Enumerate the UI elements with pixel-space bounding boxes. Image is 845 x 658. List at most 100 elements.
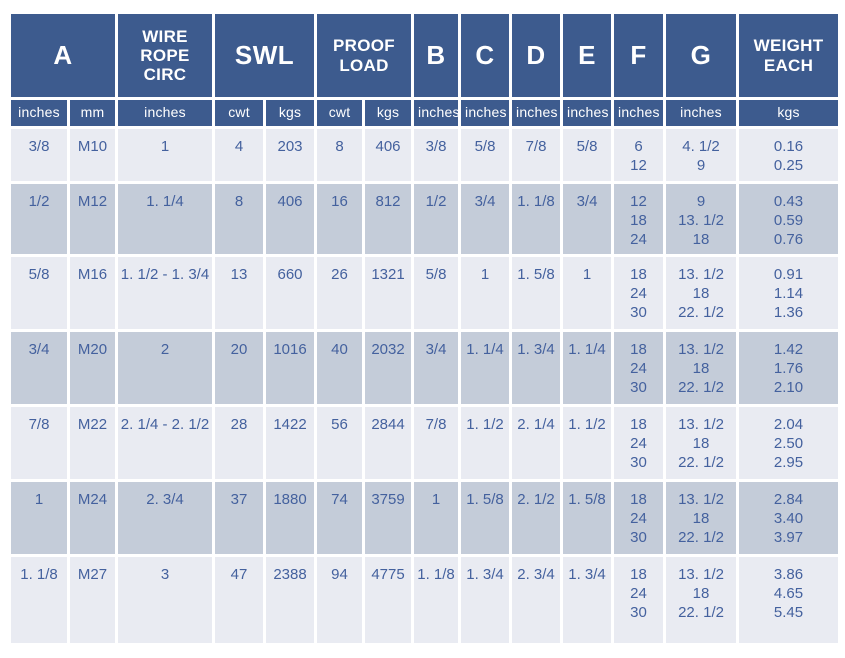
table-cell: 13. 1/2 18 22. 1/2 [666,257,737,329]
header-col-e: E [563,14,612,97]
table-cell: 13. 1/2 18 22. 1/2 [666,407,737,479]
table-cell: 3759 [365,482,412,554]
table-cell: 1/2 [11,184,67,254]
table-cell: 1016 [266,332,315,404]
table-cell: 7/8 [11,407,67,479]
table-cell: 13. 1/2 18 22. 1/2 [666,557,737,643]
table-cell: 5/8 [414,257,459,329]
header-col-f: F [614,14,664,97]
table-cell: 13 [215,257,263,329]
table-cell: 406 [365,129,412,181]
table-cell: 1. 5/8 [512,257,561,329]
table-cell: 1. 1/2 [563,407,612,479]
table-cell: 4775 [365,557,412,643]
unit-cell: inches [118,100,212,126]
table-cell: 1. 5/8 [461,482,510,554]
table-cell: 3 [118,557,212,643]
table-cell: 1. 3/4 [461,557,510,643]
table-header: A WIRE ROPE CIRC SWL PROOF LOAD B C D E … [11,14,839,126]
table-row: 1/2 M12 1. 1/4 8 406 16 812 1/2 3/4 1. 1/8 3/4 12 1… [11,184,839,254]
table-cell: 3/8 [414,129,459,181]
table-cell: 1. 3/4 [563,557,612,643]
header-col-d: D [512,14,561,97]
table-cell: 18 24 30 [614,482,664,554]
table-cell: 28 [215,407,263,479]
header-col-g: G [666,14,737,97]
header-col-wire-rope-circ: WIRE ROPE CIRC [118,14,212,97]
table-cell: 1. 1/2 - 1. 3/4 [118,257,212,329]
unit-cell: cwt [317,100,363,126]
table-cell: 203 [266,129,315,181]
table-cell: 1. 5/8 [563,482,612,554]
table-cell: M10 [70,129,115,181]
table-cell: 1. 1/4 [118,184,212,254]
table-cell: 94 [317,557,363,643]
table-cell: 0.16 0.25 [739,129,839,181]
unit-cell: inches [614,100,664,126]
unit-cell: inches [666,100,737,126]
table-cell: 18 24 30 [614,332,664,404]
table-row: 1 M24 2. 3/4 37 1880 74 3759 1 1. 5/8 2. 1/2 1. 5/… [11,482,839,554]
table-cell: 8 [215,184,263,254]
table-cell: 5/8 [11,257,67,329]
table-cell: 7/8 [512,129,561,181]
table-cell: 13. 1/2 18 22. 1/2 [666,332,737,404]
table-cell: 406 [266,184,315,254]
table-cell: 20 [215,332,263,404]
unit-cell: inches [414,100,459,126]
table-cell: 2. 1/4 - 2. 1/2 [118,407,212,479]
table-cell: 7/8 [414,407,459,479]
table-cell: 660 [266,257,315,329]
table-cell: 1321 [365,257,412,329]
unit-cell: kgs [739,100,839,126]
table-cell: 2. 3/4 [512,557,561,643]
table-cell: M24 [70,482,115,554]
table-cell: 2.04 2.50 2.95 [739,407,839,479]
table-cell: 1.42 1.76 2.10 [739,332,839,404]
table-cell: 1. 1/8 [414,557,459,643]
unit-cell: kgs [266,100,315,126]
table-cell: 16 [317,184,363,254]
table-row: 1. 1/8 M27 3 47 2388 94 4775 1. 1/8 1. 3/4 2. 3/4… [11,557,839,643]
table-cell: M20 [70,332,115,404]
table-cell: 2844 [365,407,412,479]
table-cell: 26 [317,257,363,329]
unit-cell: cwt [215,100,263,126]
table-cell: 9 13. 1/2 18 [666,184,737,254]
table-cell: 2388 [266,557,315,643]
table-cell: 8 [317,129,363,181]
table-cell: M12 [70,184,115,254]
table-cell: 1 [563,257,612,329]
table-cell: 3/4 [11,332,67,404]
table-cell: 3.86 4.65 5.45 [739,557,839,643]
table-cell: 6 12 [614,129,664,181]
table-cell: 18 24 30 [614,407,664,479]
table-cell: 2. 3/4 [118,482,212,554]
unit-cell: inches [563,100,612,126]
table-cell: 3/4 [563,184,612,254]
table-cell: 1. 1/4 [461,332,510,404]
table-cell: 12 18 24 [614,184,664,254]
header-group-row: A WIRE ROPE CIRC SWL PROOF LOAD B C D E … [11,14,839,97]
table-cell: 2 [118,332,212,404]
header-col-weight-each: WEIGHT EACH [739,14,839,97]
table-cell: 2032 [365,332,412,404]
table-cell: 47 [215,557,263,643]
table-cell: 2. 1/4 [512,407,561,479]
table-cell: 5/8 [563,129,612,181]
table-cell: 812 [365,184,412,254]
table-cell: 1 [11,482,67,554]
table-cell: 1422 [266,407,315,479]
table-cell: M16 [70,257,115,329]
header-unit-row: inches mm inches cwt kgs cwt kgs inches … [11,100,839,126]
table-cell: 1. 1/2 [461,407,510,479]
table-row: 7/8 M22 2. 1/4 - 2. 1/2 28 1422 56 2844 7/8 1. 1… [11,407,839,479]
unit-cell: inches [461,100,510,126]
table-cell: 1. 1/4 [563,332,612,404]
unit-cell: kgs [365,100,412,126]
table-cell: 1 [414,482,459,554]
table-cell: 1 [461,257,510,329]
table-cell: 2. 1/2 [512,482,561,554]
